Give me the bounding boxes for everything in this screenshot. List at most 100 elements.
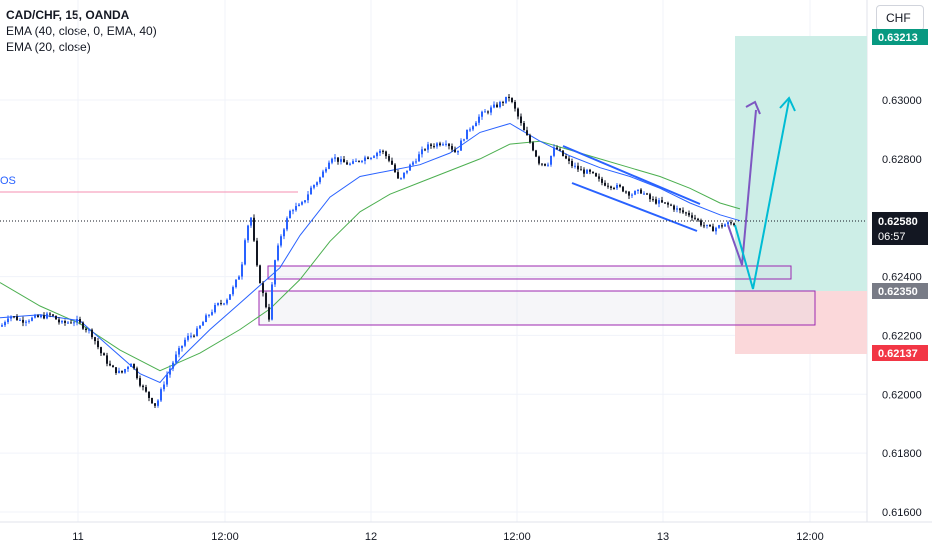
candle-bullish xyxy=(28,320,30,322)
legend-symbol[interactable]: CAD/CHF, 15, OANDA xyxy=(6,8,130,22)
candle-bullish xyxy=(25,321,27,323)
candle-bullish xyxy=(190,335,192,337)
candle-bearish xyxy=(193,335,195,337)
x-tick-label: 12:00 xyxy=(211,531,239,543)
candle-bullish xyxy=(232,287,234,295)
channel-upper-line[interactable] xyxy=(562,145,701,205)
candle-bullish xyxy=(319,177,321,183)
projection-path-teal[interactable] xyxy=(734,99,790,290)
candle-bearish xyxy=(55,315,57,320)
candle-bearish xyxy=(565,156,567,159)
candle-bullish xyxy=(373,156,375,158)
demand-zone-lower[interactable] xyxy=(258,290,816,326)
candle-bullish xyxy=(283,229,285,237)
legend-ema-20[interactable]: EMA (20, close) xyxy=(6,40,91,54)
candle-bullish xyxy=(316,182,318,185)
candle-bullish xyxy=(7,318,9,323)
demand-zone-upper[interactable] xyxy=(267,265,792,280)
candle-bearish xyxy=(97,341,99,348)
candle-bullish xyxy=(34,315,36,318)
candle-bullish xyxy=(427,144,429,150)
candle-bullish xyxy=(298,204,300,207)
candle-bearish xyxy=(709,224,711,227)
candle-bearish xyxy=(451,146,453,150)
candle-bearish xyxy=(595,173,597,177)
candle-bullish xyxy=(634,191,636,195)
candle-bearish xyxy=(646,193,648,195)
candle-bullish xyxy=(1,325,3,327)
candle-bearish xyxy=(541,163,543,165)
candle-bullish xyxy=(181,345,183,349)
candle-bearish xyxy=(367,157,369,159)
y-tick-label: 0.63000 xyxy=(882,95,922,107)
candle-bearish xyxy=(448,143,450,147)
candle-bullish xyxy=(550,155,552,165)
candle-bullish xyxy=(361,160,363,162)
candles xyxy=(1,93,735,408)
candle-bearish xyxy=(79,319,81,323)
time-axis[interactable]: 11 12:00 12 12:00 13 12:00 xyxy=(72,531,823,543)
price-axis[interactable]: 0.63000 0.62800 0.62400 0.62200 0.62000 0.618… xyxy=(882,95,922,519)
projection-path-purple[interactable] xyxy=(727,109,757,266)
candle-bullish xyxy=(304,200,306,203)
candle-bullish xyxy=(238,276,240,280)
candle-bullish xyxy=(490,107,492,113)
candle-bearish xyxy=(568,158,570,162)
candle-bearish xyxy=(598,176,600,179)
currency-button[interactable]: CHF xyxy=(876,5,924,31)
candle-bullish xyxy=(280,236,282,246)
candle-bullish xyxy=(586,169,588,174)
legend-ema-40[interactable]: EMA (40, close, 0, EMA, 40) xyxy=(6,24,157,38)
candle-bearish xyxy=(487,111,489,113)
candle-bullish xyxy=(547,164,549,166)
candle-bearish xyxy=(430,144,432,147)
channel-lower-line[interactable] xyxy=(571,182,698,232)
candle-bullish xyxy=(466,129,468,140)
candle-bullish xyxy=(88,329,90,331)
candle-bullish xyxy=(436,143,438,147)
y-tick-label: 0.62200 xyxy=(882,330,922,342)
candle-bearish xyxy=(52,314,54,316)
candle-bearish xyxy=(145,387,147,392)
candle-bullish xyxy=(616,184,618,189)
candle-bullish xyxy=(157,400,159,406)
candle-bearish xyxy=(154,403,156,406)
candle-bullish xyxy=(217,303,219,306)
candle-bullish xyxy=(301,202,303,205)
candle-bearish xyxy=(70,322,72,324)
candle-bearish xyxy=(58,319,60,323)
candle-bullish xyxy=(355,160,357,162)
y-tick-label: 0.62400 xyxy=(882,272,922,284)
candle-bullish xyxy=(403,172,405,178)
candle-bullish xyxy=(445,143,447,145)
candle-bearish xyxy=(628,191,630,196)
candle-bullish xyxy=(274,260,276,285)
target-price-label: 0.63213 xyxy=(872,29,928,45)
candle-bullish xyxy=(172,362,174,369)
candle-bearish xyxy=(688,212,690,216)
candle-bullish xyxy=(658,200,660,204)
svg-text:0.62137: 0.62137 xyxy=(878,348,918,360)
candle-bearish xyxy=(106,355,108,364)
candle-bearish xyxy=(664,202,666,204)
ema-20-line[interactable] xyxy=(0,122,741,384)
candle-bearish xyxy=(142,385,144,388)
candle-bearish xyxy=(64,321,66,323)
candle-bearish xyxy=(139,378,141,386)
candle-bullish xyxy=(409,164,411,171)
candle-bullish xyxy=(250,217,252,226)
candle-bearish xyxy=(517,108,519,117)
candle-bullish xyxy=(178,348,180,355)
ema-40-line[interactable] xyxy=(0,140,741,372)
candle-bullish xyxy=(415,161,417,163)
candle-bullish xyxy=(61,321,63,323)
svg-text:0.63213: 0.63213 xyxy=(878,32,918,44)
target-zone[interactable] xyxy=(735,36,867,291)
candle-bearish xyxy=(85,328,87,331)
stop-zone[interactable] xyxy=(735,291,867,354)
candle-bullish xyxy=(706,224,708,226)
candle-bearish xyxy=(538,156,540,164)
candle-bearish xyxy=(454,149,456,153)
candle-bullish xyxy=(421,149,423,155)
